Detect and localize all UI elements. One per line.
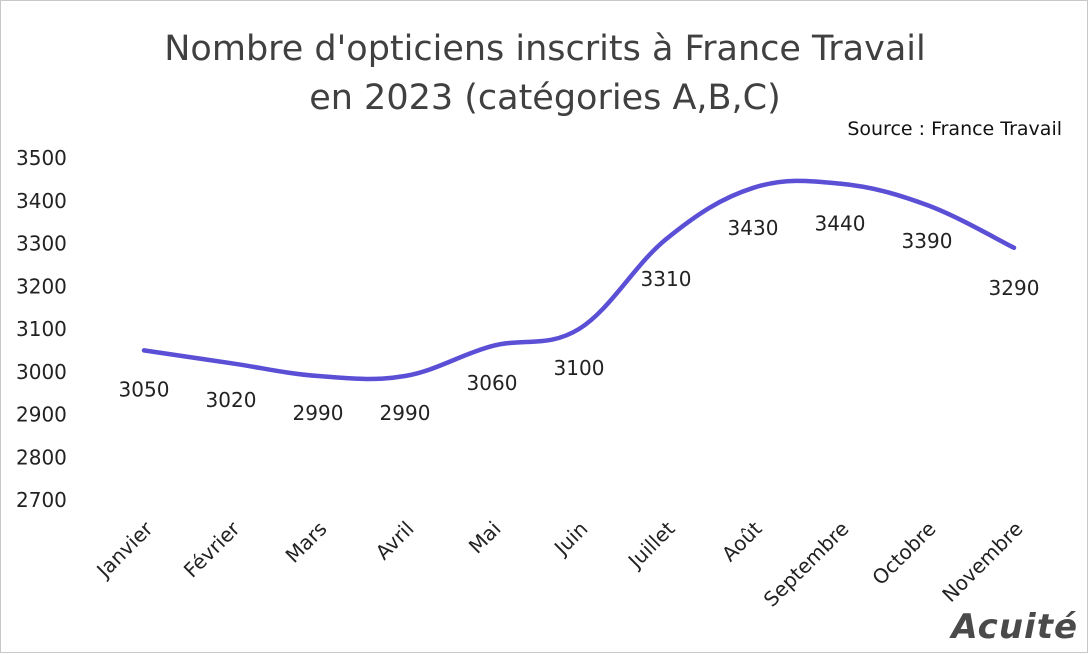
data-point [751, 185, 755, 190]
data-label: 3050 [119, 377, 170, 401]
data-point [838, 181, 842, 186]
data-point [577, 327, 581, 331]
x-tick-label: Janvier [91, 516, 159, 584]
chart-title-line-2: en 2023 (catégories A,B,C) [309, 78, 781, 118]
data-point [490, 344, 494, 349]
data-label: 3440 [815, 212, 866, 236]
data-point [664, 237, 668, 242]
y-tick-label: 3400 [16, 189, 67, 213]
y-tick-label: 3500 [16, 146, 67, 170]
x-tick-label: Octobre [867, 517, 940, 590]
data-point [1012, 245, 1016, 250]
x-tick-label: Août [717, 516, 767, 566]
series-line [141, 178, 1017, 382]
source-note: Source : France Travail [847, 118, 1062, 140]
data-point [925, 203, 929, 208]
x-tick-label: Avril [371, 517, 419, 565]
x-tick-label: Septembre [759, 517, 854, 612]
data-point [229, 361, 233, 366]
y-axis-ticks: 2700 2800 2900 3000 3100 3200 3300 3400 3500 [16, 146, 67, 512]
y-tick-label: 3000 [16, 360, 67, 384]
y-tick-label: 3300 [16, 232, 67, 256]
data-point [403, 374, 407, 379]
data-label: 3310 [641, 267, 692, 291]
data-label: 2990 [293, 401, 344, 425]
data-label: 3020 [206, 388, 257, 412]
data-label: 3060 [467, 371, 518, 395]
x-tick-label: Juillet [622, 516, 680, 574]
data-label: 2990 [380, 401, 431, 425]
x-tick-label: Février [179, 516, 245, 582]
y-tick-label: 2900 [16, 403, 67, 427]
data-label: 3100 [554, 356, 605, 380]
data-labels: 3050 3020 2990 2990 3060 3100 3310 3430 3440 3390… [119, 212, 1040, 425]
y-tick-label: 3100 [16, 317, 67, 341]
y-tick-label: 3200 [16, 274, 67, 298]
x-tick-label: Novembre [937, 517, 1027, 607]
x-axis-labels: Janvier Février Mars Avril Mai Juin Juillet Aoû… [91, 516, 1028, 611]
x-tick-label: Mars [281, 517, 332, 568]
chart-title-line-1: Nombre d'opticiens inscrits à France Tra… [164, 29, 926, 69]
x-tick-label: Juin [548, 517, 592, 561]
acuite-logo: Acuité [948, 607, 1078, 647]
data-point [142, 348, 146, 353]
x-tick-label: Mai [464, 517, 506, 559]
y-tick-label: 2700 [16, 488, 67, 512]
data-label: 3390 [902, 229, 953, 253]
data-label: 3430 [728, 216, 779, 240]
data-label: 3290 [989, 276, 1040, 300]
series-layer [141, 178, 1017, 382]
data-point [316, 374, 320, 379]
y-tick-label: 2800 [16, 445, 67, 469]
